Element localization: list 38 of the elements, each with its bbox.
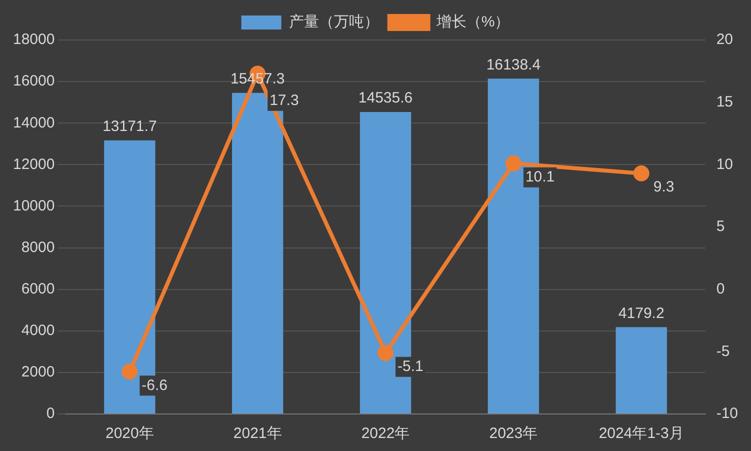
legend-label: 产量（万吨）: [288, 14, 379, 31]
data-label: 10.1: [525, 168, 555, 186]
x-tick-label: 2024年1-3月: [598, 425, 684, 442]
y-tick-label: 8000: [21, 238, 55, 256]
data-label: 13171.7: [102, 118, 157, 135]
y2-tick-label: 15: [716, 93, 734, 110]
point: [122, 364, 138, 380]
y-tick-label: 16000: [12, 72, 55, 90]
x-tick-label: 2021年: [233, 425, 282, 442]
y-tick-label: 14000: [12, 114, 55, 132]
y2-tick-label: 20: [716, 31, 734, 48]
y2-tick-label: -5: [716, 342, 730, 360]
y-tick-label: 0: [46, 405, 55, 422]
y2-tick-label: -10: [716, 405, 738, 422]
point: [633, 165, 650, 182]
x-tick-label: 2023年: [489, 425, 538, 442]
data-label: 16138.4: [486, 56, 541, 74]
y-tick-label: 6000: [21, 280, 55, 298]
data-label: -6.6: [142, 376, 168, 394]
data-label: 14535.6: [358, 90, 413, 107]
x-tick-label: 2022年: [361, 425, 410, 442]
y-tick-label: 18000: [12, 31, 55, 48]
y-tick-label: 10000: [12, 197, 55, 214]
y-tick-label: 12000: [12, 156, 55, 173]
legend-label: 增长（%）: [435, 14, 510, 31]
data-label: 4179.2: [618, 304, 664, 322]
point: [505, 155, 522, 172]
y2-tick-label: 0: [716, 280, 725, 298]
data-label: 9.3: [653, 178, 674, 196]
y2-tick-label: 5: [716, 218, 725, 236]
data-label: -5.1: [398, 358, 424, 376]
y-tick-label: 2000: [21, 364, 55, 381]
x-tick-label: 2020年: [105, 425, 154, 442]
y-tick-label: 4000: [21, 322, 55, 340]
data-label: 17.3: [270, 92, 299, 109]
y2-tick-label: 10: [716, 156, 734, 173]
bar: [616, 327, 667, 414]
point: [378, 344, 394, 361]
